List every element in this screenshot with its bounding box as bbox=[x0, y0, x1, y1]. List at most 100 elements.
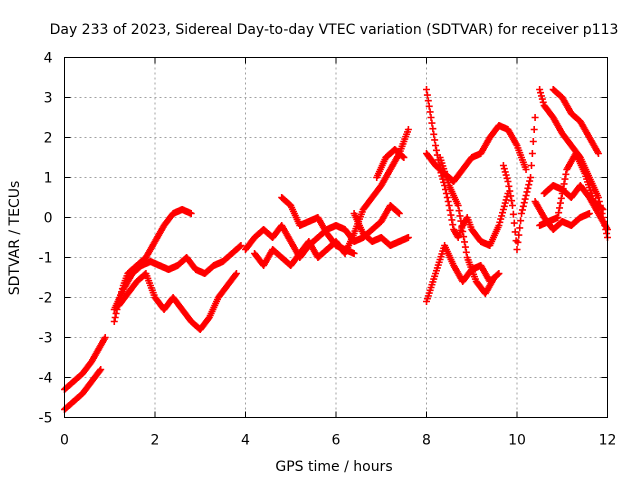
grid-lines bbox=[64, 57, 608, 418]
data-point bbox=[447, 211, 455, 219]
data-point bbox=[537, 92, 545, 100]
data-point bbox=[495, 222, 503, 229]
y-tick-label: 4 bbox=[44, 51, 53, 67]
data-point bbox=[522, 166, 530, 173]
data-point bbox=[510, 219, 518, 227]
data-markers bbox=[61, 86, 611, 413]
data-point bbox=[536, 86, 544, 93]
data-point bbox=[112, 310, 120, 317]
data-point bbox=[508, 197, 516, 205]
data-point bbox=[530, 126, 538, 133]
data-point bbox=[527, 162, 535, 169]
data-point bbox=[585, 210, 593, 217]
data-point bbox=[428, 119, 436, 127]
data-series-segment bbox=[350, 210, 412, 249]
data-point bbox=[426, 108, 434, 116]
data-point bbox=[501, 199, 509, 207]
y-tick-label: 2 bbox=[44, 131, 53, 147]
data-point bbox=[445, 202, 453, 209]
data-point bbox=[232, 271, 240, 279]
data-series-segment bbox=[61, 334, 109, 393]
data-point bbox=[461, 238, 469, 246]
data-point bbox=[232, 270, 240, 277]
data-point bbox=[454, 202, 462, 209]
data-point bbox=[425, 102, 433, 110]
data-point bbox=[513, 246, 521, 253]
data-point bbox=[594, 194, 602, 201]
data-series-segment bbox=[499, 114, 539, 253]
data-series-segment bbox=[115, 270, 240, 333]
data-series-segment bbox=[423, 242, 503, 305]
data-point bbox=[518, 210, 526, 217]
data-point bbox=[448, 216, 456, 224]
data-point bbox=[442, 190, 450, 197]
chart-title: Day 233 of 2023, Sidereal Day-to-day VTE… bbox=[50, 22, 619, 38]
data-point bbox=[395, 210, 403, 217]
data-point bbox=[556, 199, 564, 207]
x-tick-label: 0 bbox=[60, 433, 69, 449]
x-tick-label: 6 bbox=[332, 433, 341, 449]
plot-frame bbox=[64, 57, 608, 418]
data-point bbox=[499, 209, 507, 217]
data-point bbox=[594, 150, 602, 157]
data-point bbox=[507, 192, 515, 200]
data-series-segment bbox=[436, 154, 498, 297]
x-axis-label: GPS time / hours bbox=[275, 459, 392, 475]
data-point bbox=[462, 248, 470, 256]
data-point bbox=[500, 202, 508, 210]
data-point bbox=[97, 366, 105, 373]
data-point bbox=[400, 154, 408, 161]
data-series-segment bbox=[536, 150, 607, 229]
data-point bbox=[101, 334, 109, 341]
y-axis-label: SDTVAR / TECUs bbox=[7, 181, 23, 296]
y-tick-label: -1 bbox=[39, 251, 53, 267]
data-point bbox=[538, 95, 546, 103]
data-point bbox=[431, 136, 439, 144]
data-point bbox=[503, 174, 511, 182]
data-point bbox=[496, 218, 504, 226]
x-tick-label: 10 bbox=[508, 433, 526, 449]
data-point bbox=[511, 228, 519, 236]
data-point bbox=[432, 142, 440, 149]
data-point bbox=[519, 202, 527, 210]
y-tick-label: -5 bbox=[39, 411, 53, 427]
data-point bbox=[444, 198, 452, 205]
data-point bbox=[520, 199, 528, 207]
data-point bbox=[505, 182, 513, 190]
data-point bbox=[599, 206, 607, 213]
data-point bbox=[497, 215, 505, 223]
data-point bbox=[559, 185, 567, 193]
data-point bbox=[531, 114, 539, 121]
data-point bbox=[459, 228, 467, 235]
data-point bbox=[423, 91, 431, 99]
data-point bbox=[432, 146, 440, 154]
data-point bbox=[508, 202, 516, 209]
data-point bbox=[96, 367, 104, 375]
data-point bbox=[424, 97, 432, 105]
data-point bbox=[509, 210, 517, 218]
data-point bbox=[514, 238, 522, 246]
data-point bbox=[555, 209, 563, 217]
data-point bbox=[502, 171, 510, 179]
data-point bbox=[539, 98, 547, 106]
y-tick-label: -2 bbox=[39, 291, 53, 307]
x-tick-label: 12 bbox=[599, 433, 617, 449]
data-point bbox=[521, 195, 529, 203]
data-point bbox=[455, 207, 463, 215]
x-tick-label: 2 bbox=[151, 433, 160, 449]
data-series-segment bbox=[251, 126, 412, 269]
data-point bbox=[490, 274, 498, 281]
data-point bbox=[427, 114, 435, 121]
data-point bbox=[429, 125, 437, 133]
data-point bbox=[350, 250, 358, 257]
data-point bbox=[446, 206, 454, 214]
data-point bbox=[518, 206, 526, 214]
y-tick-label: 0 bbox=[44, 211, 53, 227]
data-point bbox=[458, 222, 466, 230]
x-tick-label: 4 bbox=[241, 433, 250, 449]
data-point bbox=[557, 194, 565, 202]
y-tick-label: 3 bbox=[44, 91, 53, 107]
data-point bbox=[404, 126, 412, 133]
data-point bbox=[556, 204, 564, 212]
data-point bbox=[524, 184, 532, 192]
